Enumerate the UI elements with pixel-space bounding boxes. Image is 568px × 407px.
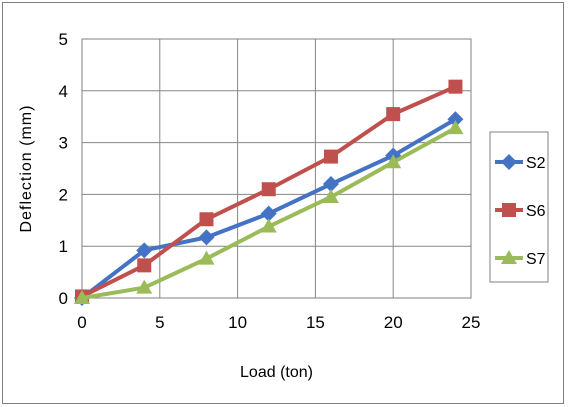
data-point-S2-4 xyxy=(322,176,339,193)
legend-label-S2: S2 xyxy=(526,155,546,172)
y-tick-label-3: 3 xyxy=(59,134,68,153)
legend-marker-S7 xyxy=(501,250,517,264)
y-tick-label-4: 4 xyxy=(59,82,68,101)
legend-marker-S6 xyxy=(502,203,516,217)
data-point-S2-1 xyxy=(136,242,153,259)
y-tick-label-1: 1 xyxy=(59,237,68,256)
legend-item-S6: S6 xyxy=(495,203,546,220)
data-series xyxy=(74,79,464,306)
x-tick-label-4: 20 xyxy=(384,313,403,332)
x-tick-labels: 0 5 10 15 20 25 xyxy=(77,313,480,332)
data-point-S2-3 xyxy=(260,205,277,222)
y-tick-label-5: 5 xyxy=(59,30,68,49)
data-point-S6-2 xyxy=(199,212,214,227)
data-point-S6-4 xyxy=(323,149,338,164)
legend-marker-S2 xyxy=(501,154,517,170)
x-tick-label-2: 10 xyxy=(228,313,247,332)
data-point-S7-5 xyxy=(385,154,402,169)
legend-item-S7: S7 xyxy=(495,250,546,268)
data-point-S6-6 xyxy=(448,79,463,94)
data-point-S7-6 xyxy=(447,120,464,135)
y-axis-title: Deflection (mm) xyxy=(18,105,35,233)
x-tick-label-0: 0 xyxy=(77,313,86,332)
y-tick-labels: 0 1 2 3 4 5 xyxy=(59,30,68,308)
x-tick-label-1: 5 xyxy=(155,313,164,332)
y-tick-label-2: 2 xyxy=(59,185,68,204)
data-point-S7-0 xyxy=(74,290,90,304)
data-point-S7-2 xyxy=(198,250,215,265)
data-point-S6-5 xyxy=(386,107,401,122)
legend-label-S6: S6 xyxy=(526,203,546,220)
data-point-S7-3 xyxy=(260,218,277,233)
chart-frame xyxy=(2,2,564,404)
x-axis-title: Load (ton) xyxy=(240,364,313,381)
plot-area xyxy=(81,38,472,299)
legend: S2 S6 S7 xyxy=(489,131,549,283)
data-point-S6-3 xyxy=(261,182,276,197)
x-tick-label-5: 25 xyxy=(462,313,481,332)
y-tick-label-0: 0 xyxy=(59,289,68,308)
data-point-S2-2 xyxy=(198,229,215,246)
data-point-S2-6 xyxy=(447,111,464,128)
series-S7 xyxy=(74,120,464,304)
data-point-S6-1 xyxy=(137,258,152,273)
x-tick-label-3: 15 xyxy=(306,313,325,332)
legend-item-S2: S2 xyxy=(495,154,546,172)
series-S6 xyxy=(75,79,463,304)
series-S2 xyxy=(74,111,464,306)
legend-label-S7: S7 xyxy=(526,251,546,268)
data-point-S7-4 xyxy=(322,188,339,203)
data-point-S7-1 xyxy=(136,279,153,294)
